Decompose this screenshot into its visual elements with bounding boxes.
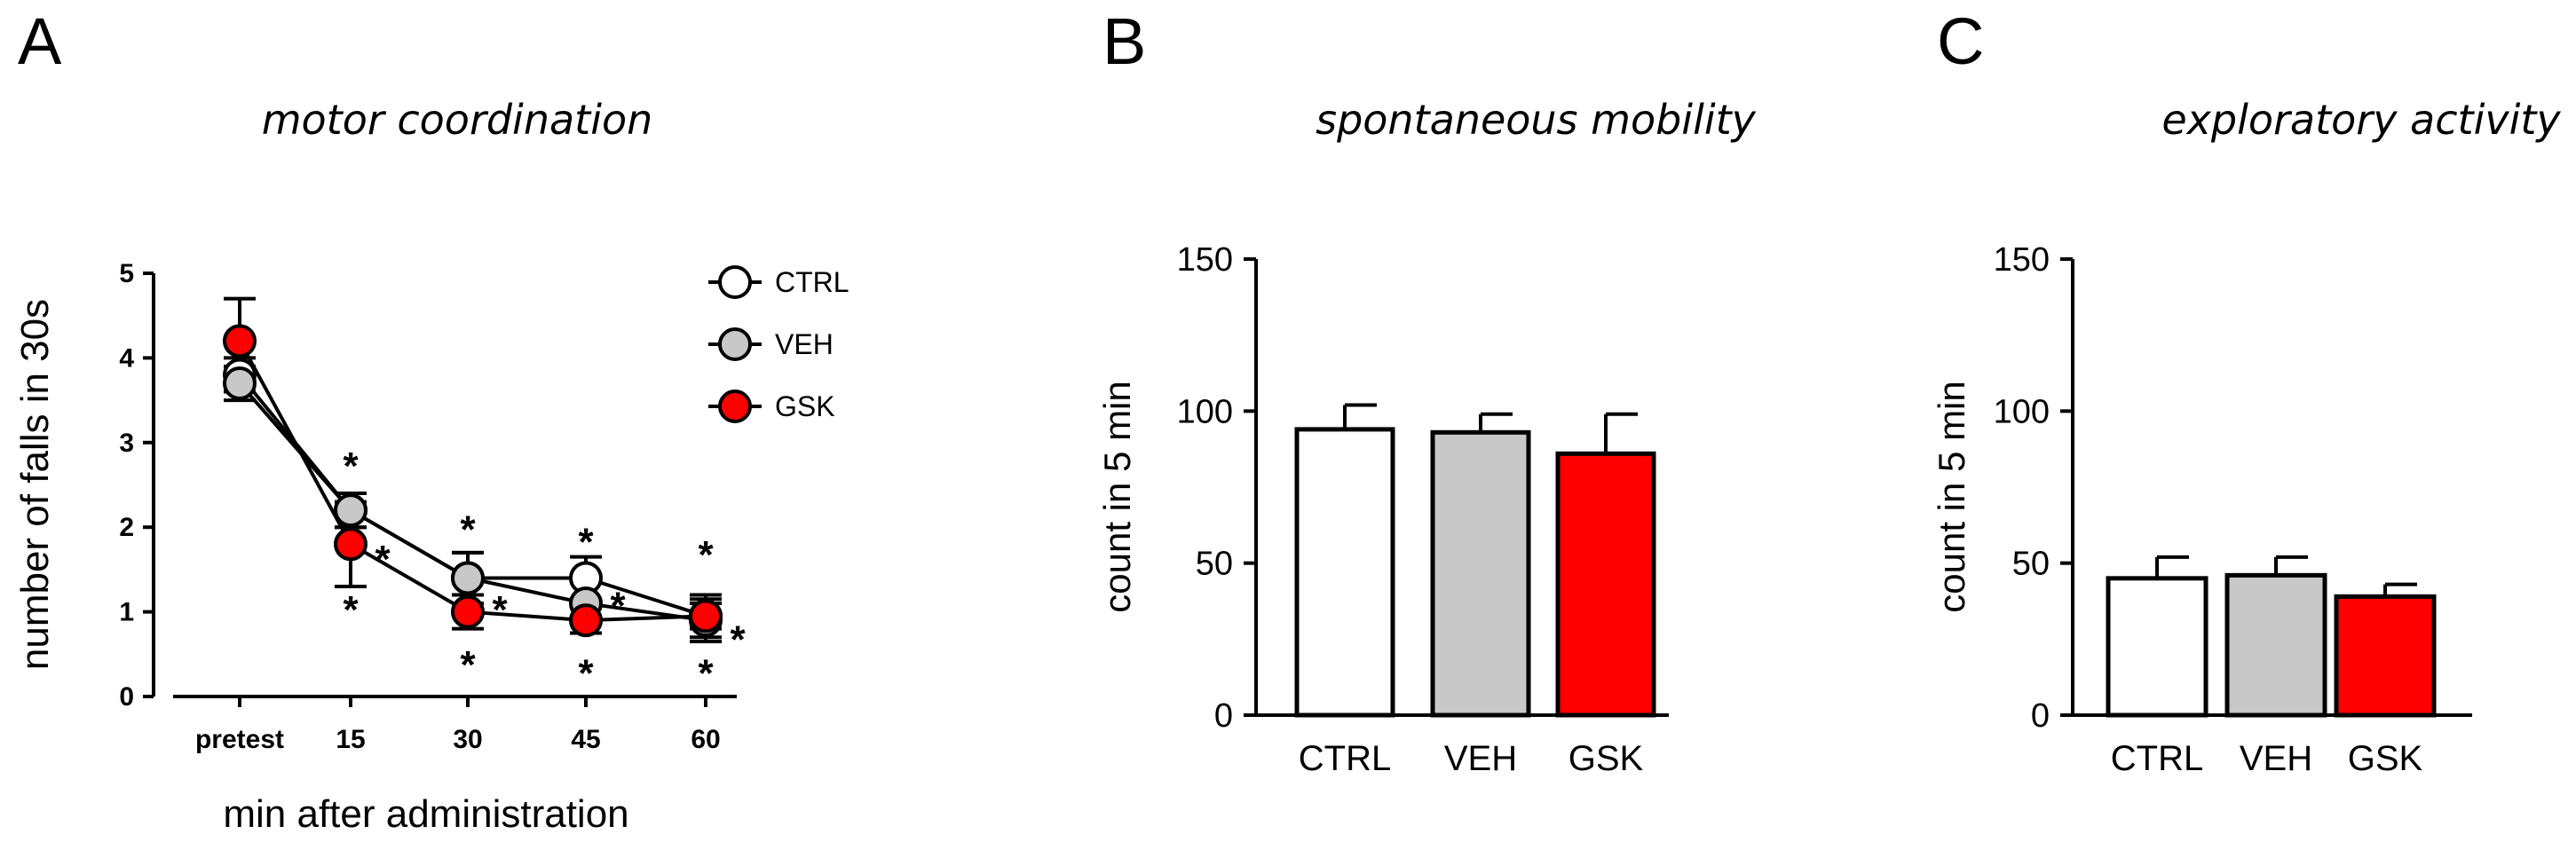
legend-label: VEH — [775, 328, 834, 360]
data-point-gsk — [223, 324, 257, 358]
significance-star: * — [698, 533, 714, 577]
x-tick-label: VEH — [1444, 739, 1517, 778]
panel-title-c: exploratory activity — [2161, 96, 2561, 144]
panel-a: A motor coordination 0 1 2 3 4 5 pretest 15 30 45… — [0, 0, 888, 850]
bar-chart-spontaneous-mobility: 0 50 100 150 count in 5 min CTRL VEH GSK — [1096, 241, 1669, 778]
x-tick-label: 15 — [336, 725, 365, 754]
y-axis-label: count in 5 min — [1096, 381, 1138, 612]
y-axis-label: count in 5 min — [1931, 381, 1972, 612]
y-tick-label: 1 — [119, 598, 134, 627]
significance-star: * — [578, 521, 594, 564]
x-tick-label: 45 — [571, 725, 600, 754]
x-tick-label: 60 — [691, 725, 720, 754]
data-point-veh — [223, 366, 257, 401]
legend-marker-ctrl — [718, 265, 752, 299]
bar-veh — [1430, 429, 1531, 718]
legend-marker-veh — [718, 327, 752, 361]
data-point-gsk — [334, 527, 367, 562]
data-point-gsk — [569, 603, 603, 638]
panel-title-b: spontaneous mobility — [1316, 96, 1756, 144]
x-axis-label: min after administration — [223, 792, 628, 836]
bar-ctrl — [2106, 576, 2209, 718]
y-tick-label: 150 — [1994, 241, 2050, 279]
significance-star: * — [610, 584, 626, 627]
y-tick-label: 0 — [2031, 697, 2050, 735]
significance-star: * — [698, 652, 714, 696]
y-tick-label: 150 — [1177, 241, 1233, 279]
y-axis-label: number of falls in 30s — [13, 299, 57, 670]
data-point-veh — [334, 493, 367, 528]
bar-gsk — [2334, 594, 2437, 718]
panel-c: C exploratory activity 0 50 100 150 count in… — [1926, 0, 2576, 850]
data-point-gsk — [451, 594, 485, 629]
x-tick-label: 30 — [453, 725, 482, 754]
bar-chart-exploratory-activity: 0 50 100 150 count in 5 min CTRL VEH GSK — [1931, 241, 2472, 778]
y-tick-label: 100 — [1177, 393, 1233, 430]
y-tick-label: 50 — [1196, 546, 1233, 583]
significance-star: * — [343, 588, 359, 632]
x-tick-label: GSK — [2348, 739, 2423, 778]
y-tick-label: 0 — [1214, 697, 1233, 735]
panel-letter-b: B — [1102, 4, 1147, 78]
x-tick-label: CTRL — [1299, 739, 1391, 778]
significance-star: * — [460, 508, 476, 551]
x-tick-label: pretest — [195, 725, 284, 754]
data-point-gsk — [689, 599, 723, 634]
y-tick-label: 3 — [119, 429, 134, 458]
legend-label: CTRL — [775, 266, 849, 298]
bar-ctrl — [1294, 427, 1395, 718]
panel-title-a: motor coordination — [261, 96, 653, 144]
y-tick-label: 100 — [1994, 393, 2050, 430]
bar-gsk — [1555, 451, 1656, 718]
y-tick-label: 2 — [119, 513, 134, 542]
y-tick-label: 4 — [119, 343, 134, 373]
x-tick-label: CTRL — [2111, 739, 2203, 778]
data-point-veh — [451, 561, 485, 595]
x-tick-label: GSK — [1569, 739, 1644, 778]
legend-label: GSK — [775, 390, 835, 422]
y-tick-label: 0 — [119, 682, 134, 712]
significance-star: * — [730, 618, 746, 661]
significance-star: * — [375, 538, 391, 581]
significance-star: * — [343, 445, 359, 488]
panel-b: B spontaneous mobility 0 50 100 150 count in… — [1092, 0, 1855, 850]
significance-star: * — [460, 643, 476, 687]
significance-star: * — [492, 588, 508, 632]
legend-marker-gsk — [718, 390, 752, 423]
significance-star: * — [578, 652, 594, 696]
y-tick-label: 50 — [2012, 546, 2050, 583]
y-tick-label: 5 — [119, 259, 134, 288]
bar-veh — [2224, 572, 2327, 718]
x-tick-label: VEH — [2240, 739, 2312, 778]
panel-letter-a: A — [18, 4, 62, 78]
panel-letter-c: C — [1937, 4, 1985, 78]
